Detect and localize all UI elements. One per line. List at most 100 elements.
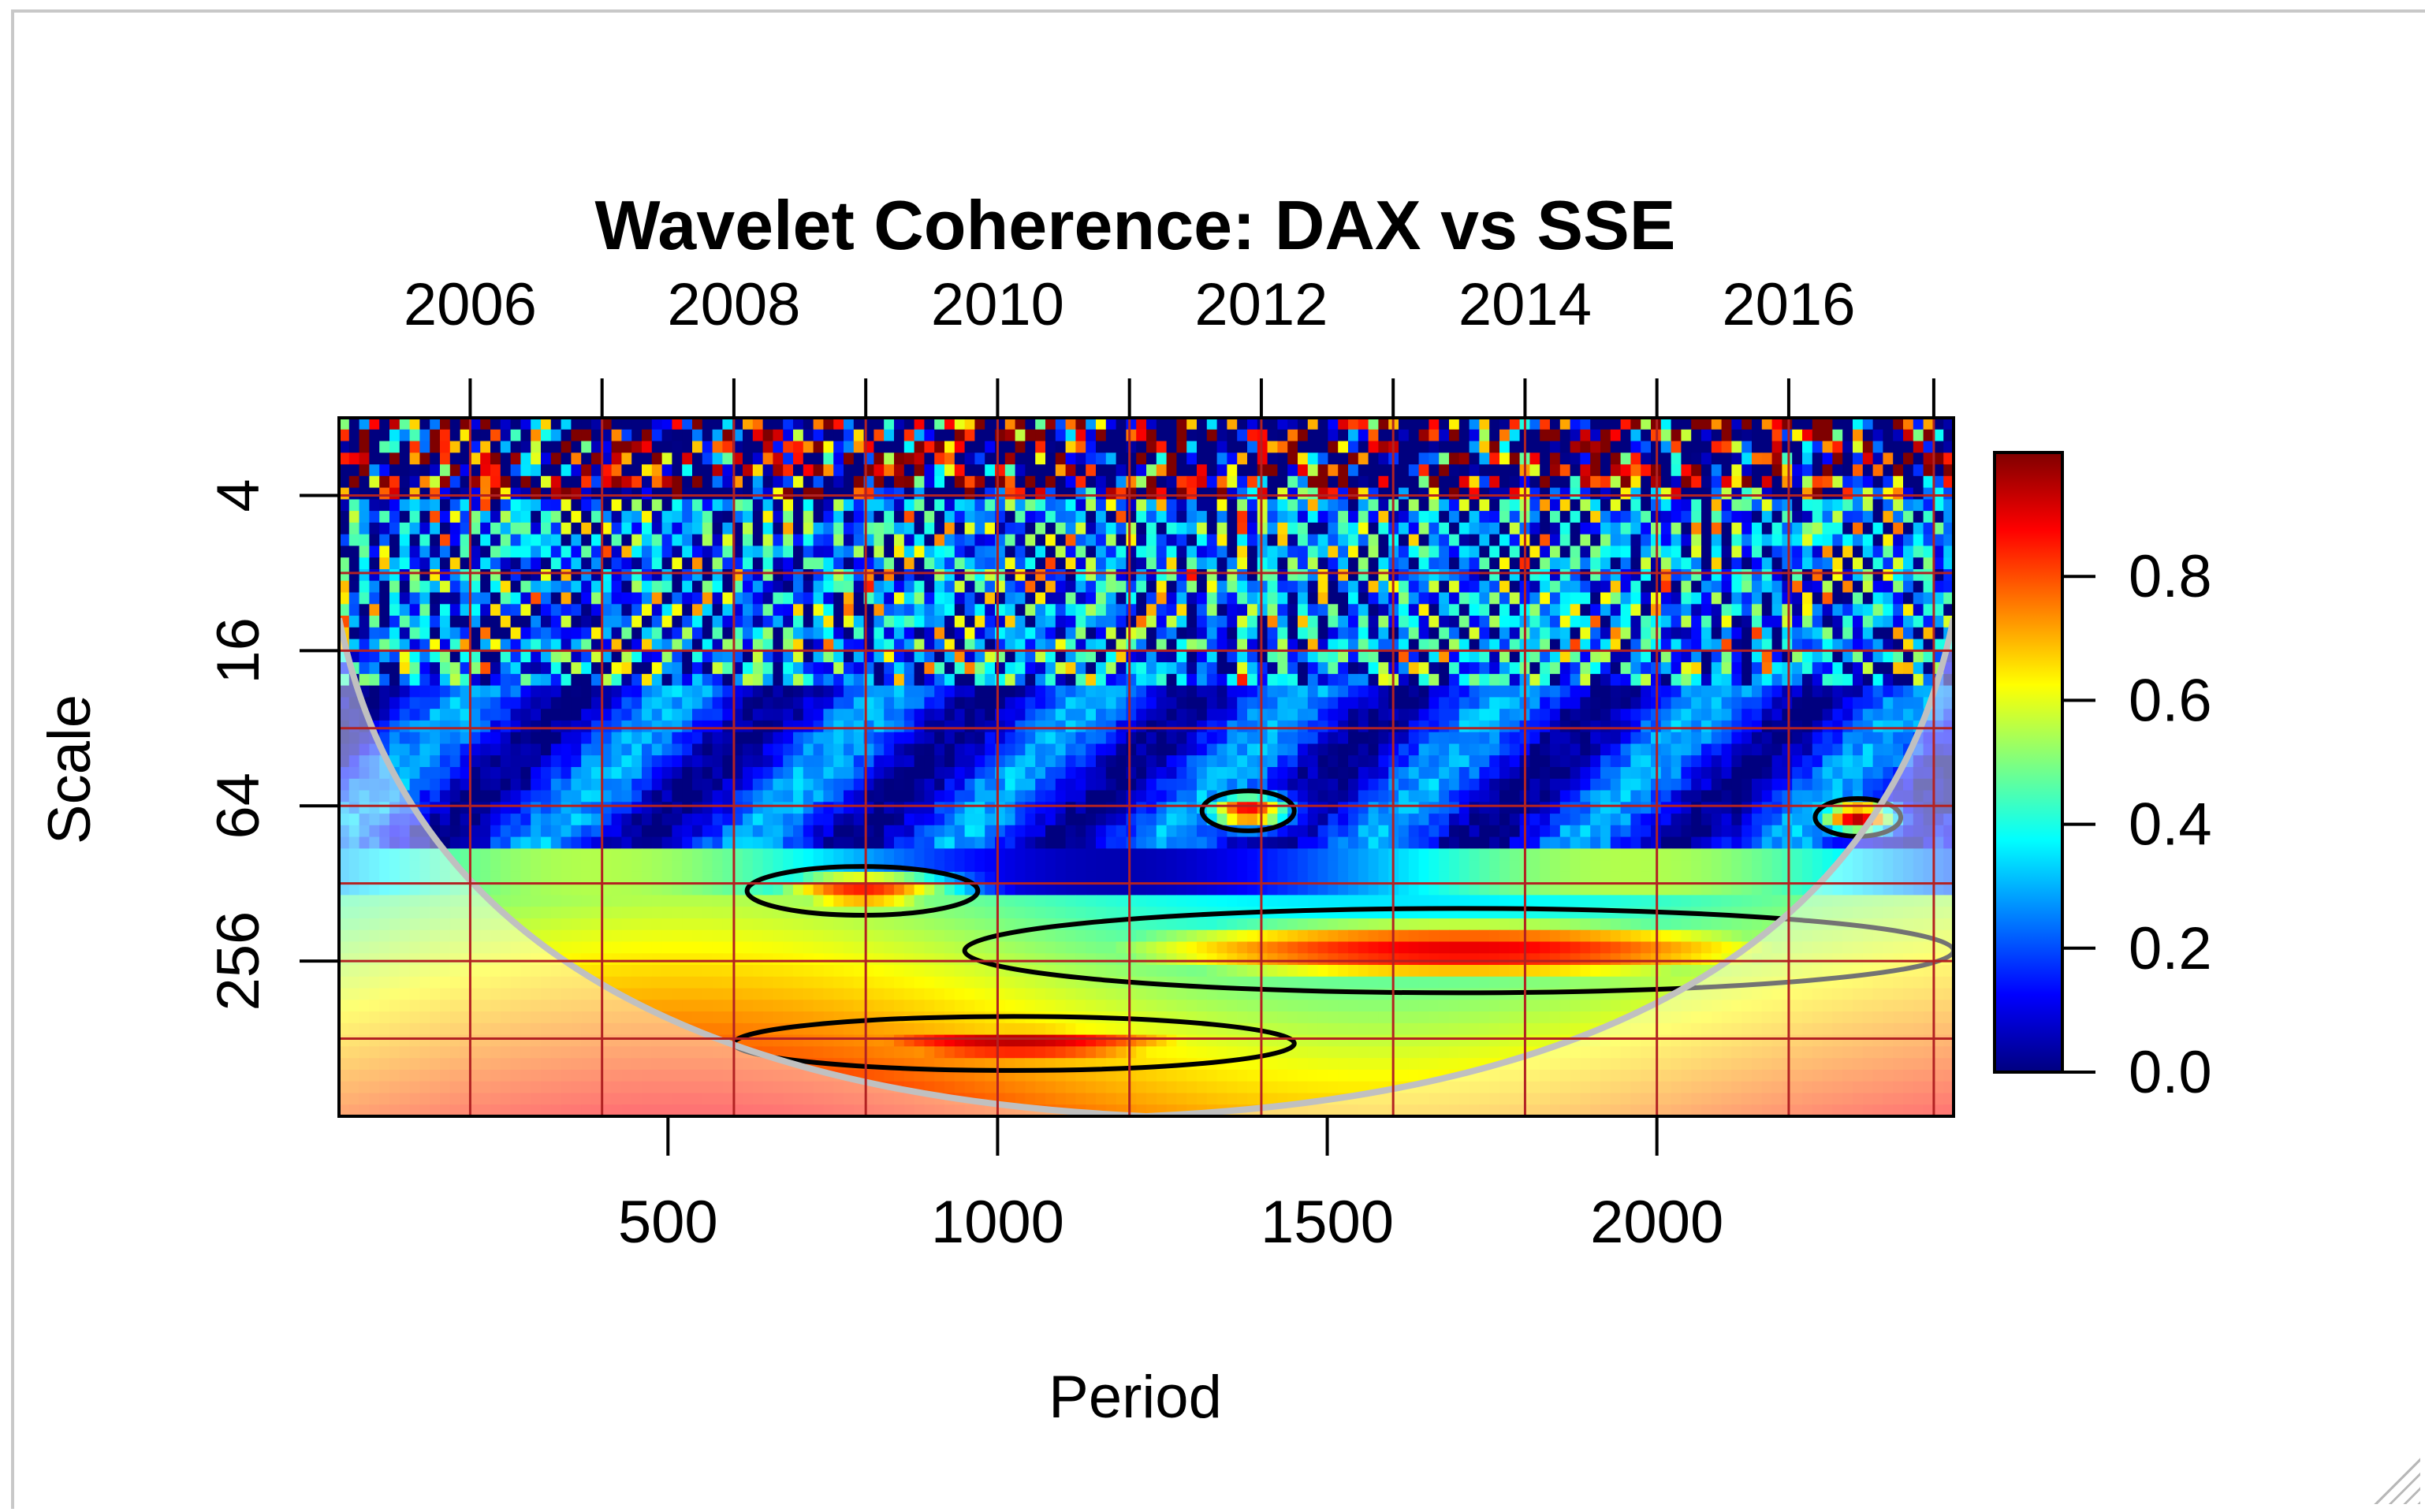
heatmap-cell xyxy=(1580,546,1591,558)
heatmap-cell xyxy=(1307,464,1319,477)
heatmap-cell xyxy=(642,673,653,687)
heatmap-cell xyxy=(1671,499,1682,512)
heatmap-cell xyxy=(783,487,794,500)
heatmap-cell xyxy=(1559,743,1571,756)
heatmap-cell xyxy=(1004,755,1016,768)
heatmap-cell xyxy=(561,441,572,453)
heatmap-cell xyxy=(1065,627,1076,640)
heatmap-cell xyxy=(651,650,663,663)
heatmap-cell xyxy=(1792,627,1803,640)
heatmap-cell xyxy=(399,639,411,651)
heatmap-cell xyxy=(1298,627,1309,640)
heatmap-cell xyxy=(470,546,481,558)
heatmap-cell xyxy=(1086,673,1097,687)
heatmap-cell xyxy=(541,429,552,442)
heatmap-cell xyxy=(823,522,834,535)
heatmap-cell xyxy=(1055,709,1067,721)
heatmap-cell xyxy=(1509,685,1521,698)
heatmap-cell xyxy=(1045,732,1056,745)
heatmap-cell xyxy=(359,499,370,512)
heatmap-cell xyxy=(561,662,572,675)
heatmap-cell xyxy=(985,592,996,605)
heatmap-cell xyxy=(631,639,643,651)
heatmap-cell xyxy=(1348,429,1359,442)
heatmap-cell xyxy=(1802,697,1813,709)
heatmap-cell xyxy=(954,511,966,523)
heatmap-cell xyxy=(833,557,844,570)
heatmap-cell xyxy=(1550,511,1561,523)
heatmap-cell xyxy=(682,592,693,605)
heatmap-cell xyxy=(1439,441,1450,453)
heatmap-cell xyxy=(1671,592,1682,605)
heatmap-cell xyxy=(1146,755,1157,768)
heatmap-cell xyxy=(1418,487,1429,500)
heatmap-cell xyxy=(1883,650,1894,663)
heatmap-cell xyxy=(1570,755,1581,768)
heatmap-cell xyxy=(1086,732,1097,745)
heatmap-cell xyxy=(460,534,471,547)
heatmap-cell xyxy=(682,487,693,500)
heatmap-cell xyxy=(1277,755,1288,768)
heatmap-cell xyxy=(682,464,693,477)
heatmap-cell xyxy=(1509,592,1521,605)
heatmap-cell xyxy=(884,697,895,709)
heatmap-cell xyxy=(1943,475,1954,489)
heatmap-cell xyxy=(1893,673,1904,687)
heatmap-cell xyxy=(1136,522,1147,535)
heatmap-cell xyxy=(1883,720,1894,733)
heatmap-cell xyxy=(339,662,350,675)
heatmap-cell xyxy=(621,743,632,756)
heatmap-cell xyxy=(1086,604,1097,616)
heatmap-cell xyxy=(611,546,622,558)
heatmap-cell xyxy=(1559,650,1571,663)
heatmap-cell xyxy=(449,557,461,570)
heatmap-cell xyxy=(1832,755,1843,768)
heatmap-cell xyxy=(1731,557,1742,570)
heatmap-cell xyxy=(934,580,945,594)
heatmap-cell xyxy=(884,732,895,745)
heatmap-cell xyxy=(1792,534,1803,547)
heatmap-cell xyxy=(1529,441,1540,453)
heatmap-cell xyxy=(1166,720,1177,733)
heatmap-cell xyxy=(1368,522,1379,535)
heatmap-cell xyxy=(661,720,672,733)
heatmap-cell xyxy=(440,639,451,651)
heatmap-cell xyxy=(1126,767,1137,780)
heatmap-cell xyxy=(894,709,905,721)
heatmap-row xyxy=(339,778,1954,791)
heatmap-cell xyxy=(1872,720,1883,733)
heatmap-cell xyxy=(661,511,672,523)
heatmap-cell xyxy=(480,627,491,640)
heatmap-cell xyxy=(1842,522,1853,535)
heatmap-cell xyxy=(1176,697,1187,709)
heatmap-cell xyxy=(1247,452,1258,465)
heatmap-cell xyxy=(621,616,632,628)
heatmap-cell xyxy=(1822,429,1833,442)
heatmap-cell xyxy=(752,732,764,745)
heatmap-cell xyxy=(460,464,471,477)
heatmap-cell xyxy=(430,755,441,768)
heatmap-cell xyxy=(359,673,370,687)
heatmap-cell xyxy=(985,546,996,558)
heatmap-cell xyxy=(419,767,430,780)
heatmap-cell xyxy=(1156,685,1168,698)
heatmap-cell xyxy=(743,418,754,430)
heatmap-cell xyxy=(339,592,350,605)
heatmap-cell xyxy=(1307,616,1319,628)
heatmap-cell xyxy=(1529,452,1540,465)
heatmap-cell xyxy=(934,639,945,651)
heatmap-cell xyxy=(1267,767,1278,780)
heatmap-cell xyxy=(1105,732,1117,745)
heatmap-cell xyxy=(1853,487,1864,500)
heatmap-cell xyxy=(601,418,613,430)
heatmap-cell xyxy=(1439,511,1450,523)
heatmap-cell xyxy=(430,720,441,733)
heatmap-cell xyxy=(1711,592,1723,605)
heatmap-cell xyxy=(934,743,945,756)
heatmap-cell xyxy=(1126,604,1137,616)
heatmap-cell xyxy=(914,743,925,756)
heatmap-cell xyxy=(470,499,481,512)
heatmap-cell xyxy=(954,441,966,453)
heatmap-cell xyxy=(914,627,925,640)
heatmap-cell xyxy=(823,616,834,628)
